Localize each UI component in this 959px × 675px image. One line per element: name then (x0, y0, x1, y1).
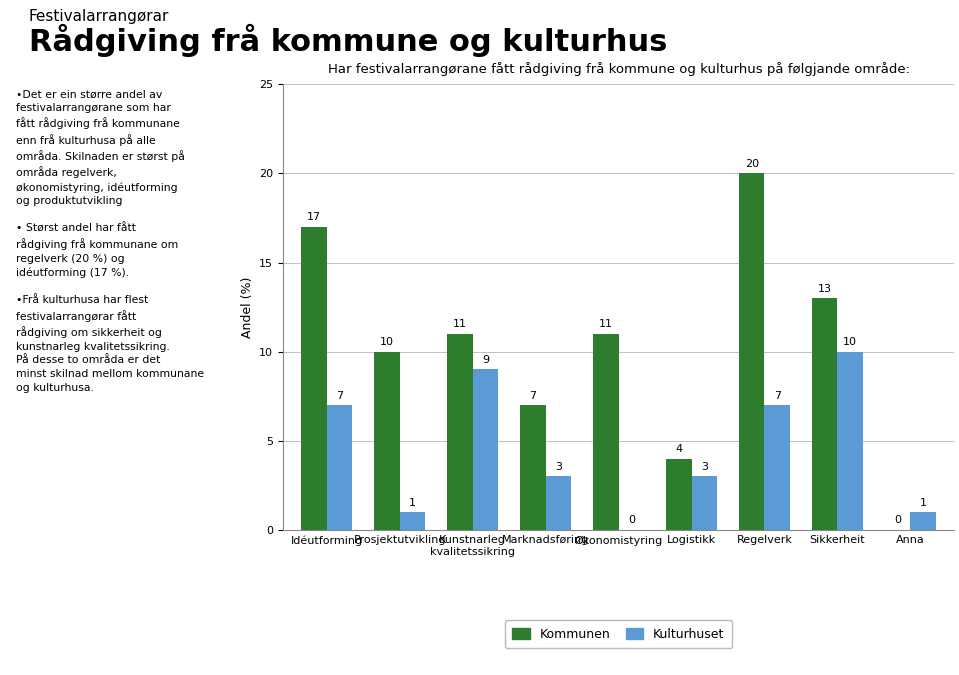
Text: 4: 4 (675, 444, 682, 454)
Text: 0: 0 (894, 516, 901, 525)
Title: Har festivalarrangørane fått rådgiving frå kommune og kulturhus på følgjande omr: Har festivalarrangørane fått rådgiving f… (328, 62, 909, 76)
Bar (739, 173, 764, 530)
Text: 7: 7 (774, 391, 781, 401)
Bar (764, 405, 790, 530)
Bar (447, 334, 473, 530)
Bar (520, 405, 546, 530)
Legend: Kommunen, Kulturhuset: Kommunen, Kulturhuset (505, 620, 732, 649)
Y-axis label: Andel (%): Andel (%) (241, 277, 253, 338)
Text: 0: 0 (628, 516, 635, 525)
Text: Festivalarrangørar: Festivalarrangørar (29, 9, 169, 24)
Text: 11: 11 (453, 319, 467, 329)
Text: •Det er ein større andel av
festivalarrangørane som har
fått rådgiving frå kommu: •Det er ein større andel av festivalarra… (16, 90, 204, 393)
Bar (837, 352, 863, 530)
Bar (473, 369, 498, 530)
Bar (691, 477, 717, 530)
Text: 7: 7 (336, 391, 343, 401)
Text: 20: 20 (744, 159, 759, 169)
Text: 10: 10 (380, 338, 394, 347)
Bar (374, 352, 400, 530)
Text: www.hordaland.no: www.hordaland.no (29, 628, 190, 644)
Bar (301, 227, 327, 530)
Bar (400, 512, 425, 530)
Bar (546, 477, 572, 530)
Bar (593, 334, 619, 530)
Text: 7: 7 (529, 391, 536, 401)
Text: 9: 9 (481, 355, 489, 365)
Text: Rådgiving frå kommune og kulturhus: Rådgiving frå kommune og kulturhus (29, 24, 667, 57)
Bar (666, 458, 691, 530)
Bar (812, 298, 837, 530)
Text: 17: 17 (307, 213, 321, 223)
Text: 10: 10 (843, 338, 857, 347)
Text: 1: 1 (409, 497, 416, 508)
Text: 3: 3 (701, 462, 708, 472)
Text: 3: 3 (555, 462, 562, 472)
Bar (327, 405, 352, 530)
Text: 11: 11 (598, 319, 613, 329)
Bar (910, 512, 936, 530)
Text: 1: 1 (920, 497, 926, 508)
Text: 13: 13 (818, 284, 831, 294)
